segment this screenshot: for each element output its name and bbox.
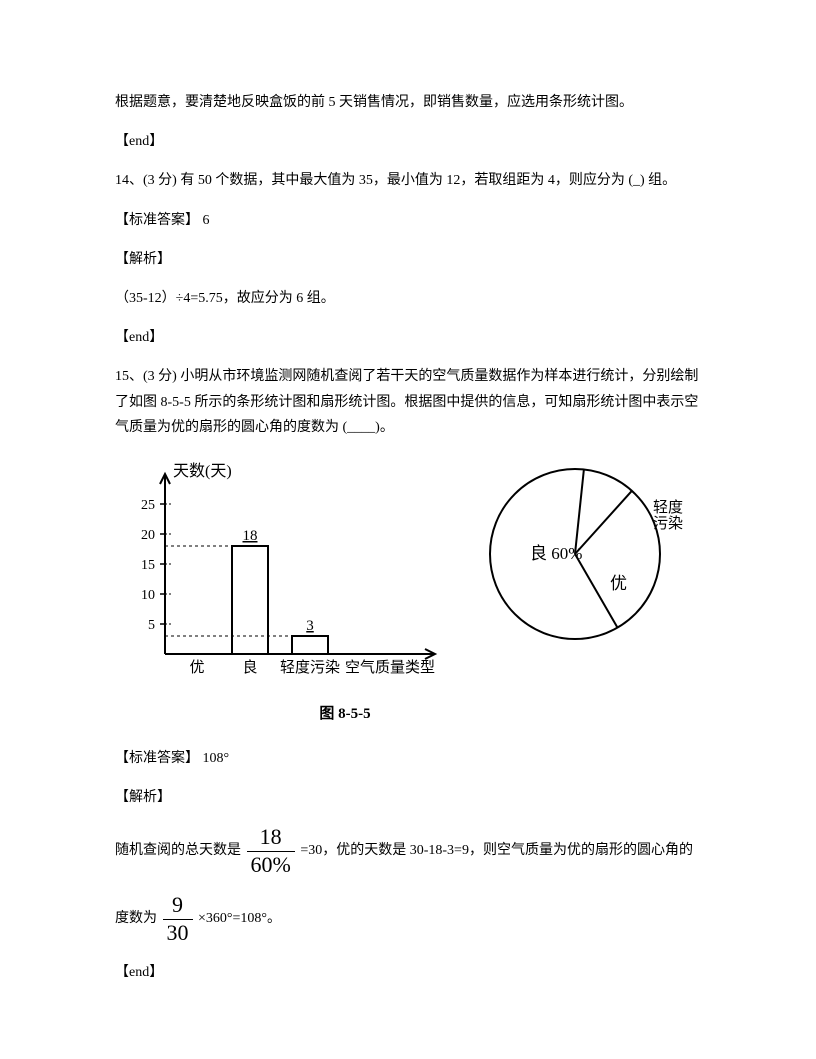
pie-label-qingdu2: 污染 [653,515,683,532]
x-cat-0: 优 [189,659,204,676]
text: 随机查阅的总天数是 [115,844,241,859]
end-marker: 【end】 [115,960,701,985]
page-content: 根据题意，要清楚地反映盒饭的前 5 天销售情况，即销售数量，应选用条形统计图。 … [0,0,816,1059]
x-cat-3: 空气质量类型 [345,659,435,676]
figure-caption: 图 8-5-5 [245,701,445,728]
svg-text:18: 18 [243,528,258,544]
pie-label-qingdu1: 轻度 [653,499,683,516]
numerator: 9 [163,892,193,919]
x-cat-2: 轻度污染 [280,659,340,676]
pie-chart: 良 60% 轻度 污染 优 [475,454,675,663]
explanation-label: 【解析】 [115,247,701,272]
text: =30，优的天数是 30-18-3=9，则空气质量为优的扇形的圆心角的 [300,844,693,859]
answer-14: 【标准答案】 6 [115,208,701,233]
end-marker: 【end】 [115,325,701,350]
fraction: 9 30 [163,892,193,946]
text: 度数为 [115,911,157,926]
end-marker: 【end】 [115,129,701,154]
answer-15: 【标准答案】 108° [115,746,701,771]
y-axis-label: 天数(天) [173,462,232,480]
svg-text:20: 20 [141,528,155,543]
pie-label-liang: 良 60% [530,544,582,563]
intro-line: 根据题意，要清楚地反映盒饭的前 5 天销售情况，即销售数量，应选用条形统计图。 [115,90,701,115]
fraction: 18 60% [247,824,295,878]
svg-text:15: 15 [141,558,155,573]
pie-label-you: 优 [610,574,627,593]
x-cat-1: 良 [242,659,257,676]
question-14: 14、(3 分) 有 50 个数据，其中最大值为 35，最小值为 12，若取组距… [115,168,701,193]
explanation-14: （35-12）÷4=5.75，故应分为 6 组。 [115,286,701,311]
bar-chart: 5 10 15 20 25 天数(天) 优 良 轻度污染 空气质量类型 18 3 [115,454,445,693]
explanation-label: 【解析】 [115,785,701,810]
explanation-15-line2: 度数为 9 30 ×360°=108°。 [115,892,701,946]
text: ×360°=108°。 [198,911,281,926]
svg-text:5: 5 [148,618,155,633]
svg-text:10: 10 [141,588,155,603]
numerator: 18 [247,824,295,851]
svg-text:25: 25 [141,498,155,513]
figure-row: 5 10 15 20 25 天数(天) 优 良 轻度污染 空气质量类型 18 3 良 60… [115,454,701,693]
question-15: 15、(3 分) 小明从市环境监测网随机查阅了若干天的空气质量数据作为样本进行统… [115,364,701,440]
denominator: 30 [163,920,193,946]
explanation-15-line1: 随机查阅的总天数是 18 60% =30，优的天数是 30-18-3=9，则空气… [115,824,701,878]
denominator: 60% [247,852,295,878]
svg-text:3: 3 [306,618,314,634]
